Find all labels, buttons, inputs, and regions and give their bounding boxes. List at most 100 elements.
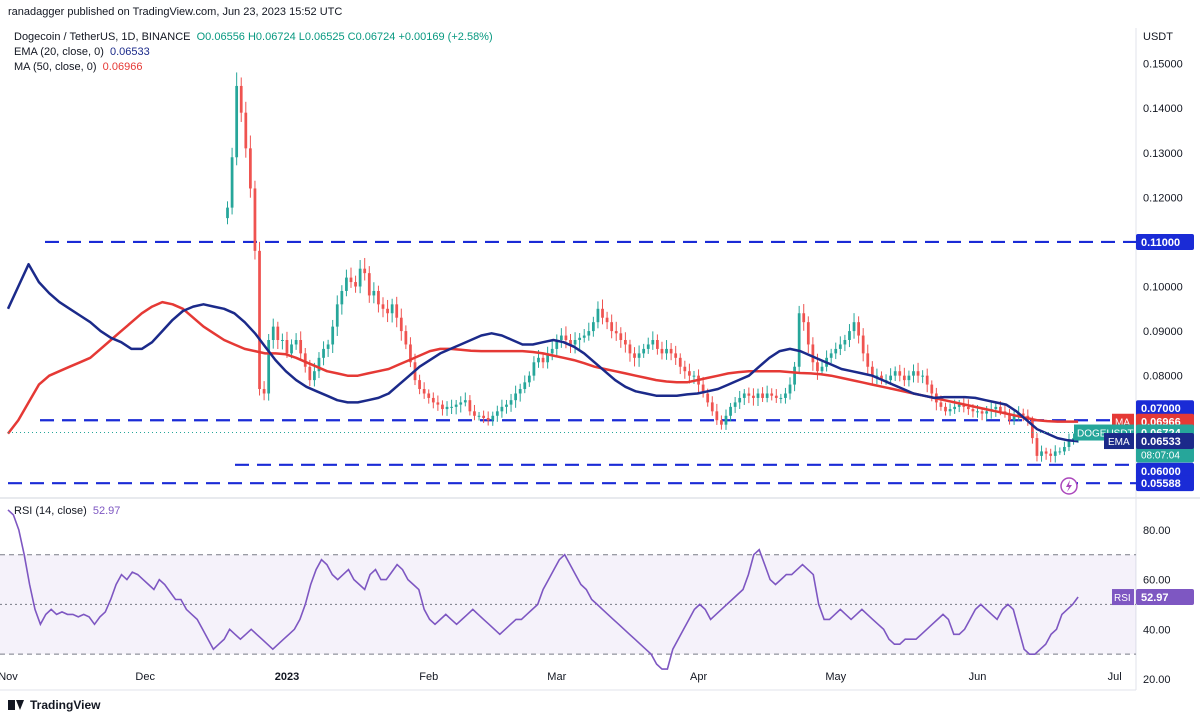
level-tag-0.11-bg [1136,233,1194,250]
candle-body [797,313,801,367]
candle-body [646,344,650,349]
time-axis-tick-apr: Apr [690,671,707,683]
published-byline: ranadagger published on TradingView.com,… [8,6,343,18]
candle-body [770,393,774,396]
candle-body [921,375,925,377]
candle-body [747,393,751,396]
price-axis-tick-9: 0.15000 [1143,59,1183,71]
candle-body [1072,438,1075,441]
candle-body [468,400,472,412]
candle-body [939,402,943,407]
candle-body [395,304,399,318]
candle-body [1031,420,1034,439]
candle-body [239,85,243,113]
ema-legend-row[interactable]: EMA (20, close, 0) 0.06533 [14,45,493,60]
time-axis-tick-dec: Dec [135,671,155,683]
rsi-axis-tick-80: 80.00 [1143,525,1171,537]
candle-body [916,371,920,376]
candle-body [651,340,655,345]
candle-body [761,393,764,398]
time-axis-tick-feb: Feb [419,671,438,683]
ma-legend-row[interactable]: MA (50, close, 0) 0.06966 [14,60,493,75]
candle-body [756,393,760,398]
candle-body [1053,451,1057,456]
ohlc-values: O0.06556 H0.06724 L0.06525 C0.06724 +0.0… [196,31,493,43]
footer-brand[interactable]: TradingView [8,698,100,712]
candle-body [335,304,339,327]
candle-body [980,411,984,414]
candle-body [409,344,412,363]
candle-body [720,420,723,425]
candle-body [271,326,275,340]
candle-body [902,375,906,381]
ema-tag-text-0: 0.06533 [1141,436,1181,448]
candle-body [276,326,280,340]
candle-body [930,384,934,394]
candle-body [249,148,252,189]
ma-legend-label: MA (50, close, 0) [14,61,97,73]
candle-body [966,406,970,410]
candle-body [354,282,357,287]
candle-body [591,322,595,332]
candle-body [962,404,966,407]
rsi-tag-label-bg [1112,589,1134,606]
candle-body [1067,440,1071,447]
candle-body [1044,451,1048,454]
candle-body [866,353,870,367]
symbol-row[interactable]: Dogecoin / TetherUS, 1D, BINANCE O0.0655… [14,30,493,45]
candle-body [656,340,659,349]
ema-legend-label: EMA (20, close, 0) [14,46,104,58]
candle-body [1012,415,1016,421]
lightning-glyph-icon [1066,480,1072,492]
candle-body [518,389,522,394]
time-axis-tick-jun: Jun [969,671,987,683]
level-tag-0.05588-text-0: 0.05588 [1141,478,1181,490]
candle-body [527,375,531,383]
candle-body [1058,451,1062,453]
candle-body [793,366,796,385]
candle-body [477,415,481,417]
candle-body [509,400,513,405]
candle-body [253,188,257,251]
candle-body [985,411,989,414]
candle-body [614,331,618,334]
price-axis-currency-label: USDT [1143,31,1173,43]
ema-tag-label-bg [1104,433,1134,450]
time-axis-tick-may: May [825,671,846,683]
candle-body [358,268,362,287]
candle-body [537,357,540,363]
candle-body [889,375,892,381]
level-tag-0.07-bg [1136,400,1194,417]
candle-body [765,393,769,398]
candle-body [848,331,851,340]
tradingview-logo-icon [8,700,24,710]
candle-body [349,277,353,283]
candle-body [564,335,568,340]
candle-body [372,290,376,296]
candle-body [459,402,463,405]
candle-body [738,397,742,403]
candle-body [390,304,394,314]
candle-body [381,304,385,309]
candle-body [852,322,856,332]
level-tag-0.11-text-0: 0.11000 [1141,237,1180,249]
candle-body [724,415,728,425]
rsi-legend-value: 52.97 [92,505,121,517]
candle-body [642,348,646,354]
rsi-axis-tick-20: 20.00 [1143,674,1171,686]
candle-body [774,395,778,398]
time-axis-tick-mar: Mar [547,671,566,683]
candle-body [957,404,961,407]
candle-body [523,382,527,390]
candle-body [418,380,421,390]
candle-body [779,397,783,399]
rsi-legend[interactable]: RSI (14, close) 52.97 [14,505,120,517]
candle-body [463,400,467,403]
candle-body [340,290,344,305]
candle-body [669,348,673,354]
rsi-legend-label: RSI (14, close) [14,505,87,517]
time-axis-tick-2023: 2023 [275,671,299,683]
level-tag-0.05588-bg [1136,475,1194,492]
ema20-line [6,262,1079,443]
